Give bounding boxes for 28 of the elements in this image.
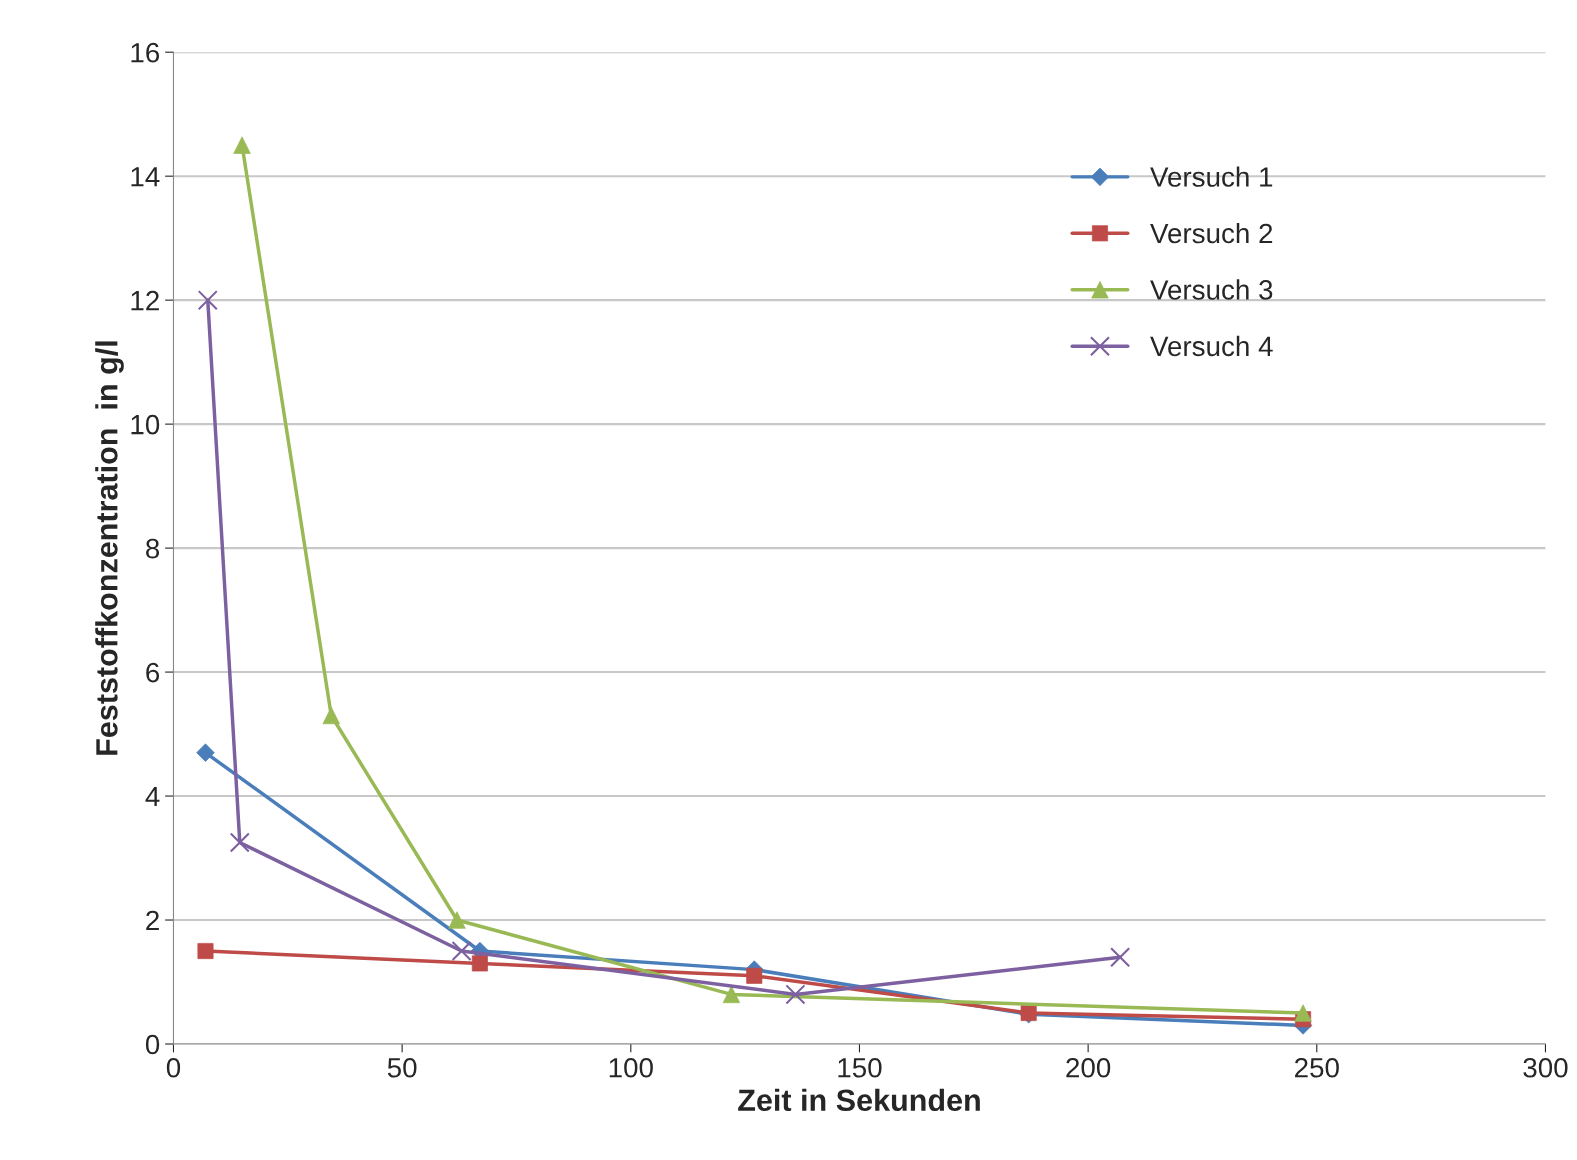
point xyxy=(197,290,218,311)
y-axis-title: Feststoffkonzentration in g/l xyxy=(95,341,124,755)
y-tick-label: 12 xyxy=(131,290,159,311)
y-tick-label: 6 xyxy=(146,662,160,683)
y-tick-label: 4 xyxy=(145,787,160,807)
legend-label: Versuch 4 xyxy=(1150,335,1273,357)
y-tick-label: 10 xyxy=(131,414,160,435)
legend-label: Versuch 3 xyxy=(1150,279,1273,300)
x-axis-title: Zeit in Sekunden xyxy=(738,1088,980,1112)
y-tick-label: 0 xyxy=(145,1034,160,1055)
point xyxy=(451,940,472,962)
y-tick-label: 2 xyxy=(146,910,159,931)
x-tick-label: 100 xyxy=(609,1057,653,1078)
x-tick-label: 150 xyxy=(838,1057,882,1078)
y-tick-label: 8 xyxy=(146,538,160,559)
point xyxy=(471,955,488,972)
y-tick-label: 14 xyxy=(131,167,160,187)
x-tick-label: 250 xyxy=(1295,1057,1339,1078)
x-tick-label: 200 xyxy=(1066,1057,1111,1078)
x-tick-label: 50 xyxy=(387,1057,417,1078)
x-tick-label: 0 xyxy=(166,1057,181,1078)
point xyxy=(785,984,806,1005)
point xyxy=(1110,947,1131,968)
legend-label: Versuch 1 xyxy=(1150,166,1273,187)
point xyxy=(229,832,250,853)
y-tick-label: 16 xyxy=(131,42,160,63)
x-tick-label: 300 xyxy=(1523,1057,1568,1078)
legend-label: Versuch 2 xyxy=(1150,222,1273,244)
